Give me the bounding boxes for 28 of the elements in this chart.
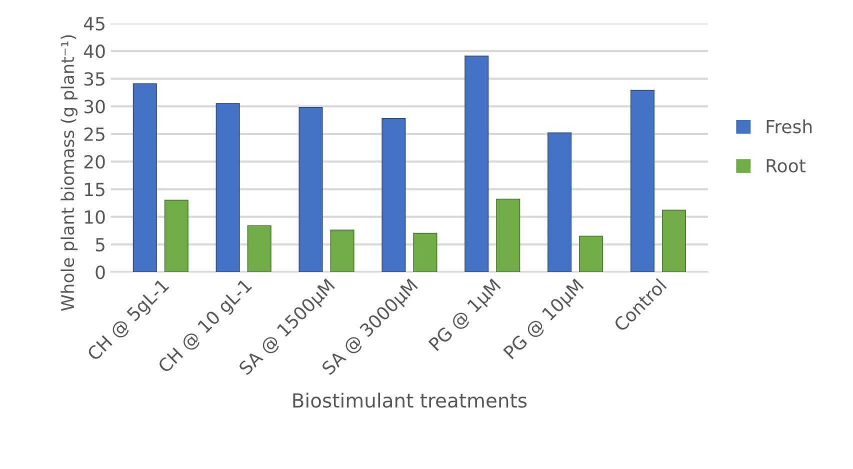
y-tick-label: 35 [84,72,104,86]
bar [298,106,323,272]
y-tick-label: 5 [96,238,104,252]
legend-label: Fresh [766,119,812,134]
bar [132,83,157,272]
y-tick-label: 10 [85,210,105,224]
bar [330,230,354,272]
bar [164,200,188,272]
y-tick-label: 25 [84,127,104,142]
y-tick-label: 30 [84,100,105,114]
bar [382,118,406,272]
bar [579,236,604,272]
legend-label: Root [766,159,806,173]
y-tick-label: 15 [85,182,104,196]
bar [247,225,272,272]
bar [662,210,686,272]
bar [216,103,240,272]
y-tick-label: 45 [84,17,104,31]
y-axis-title: Whole plant biomass (g plant⁻¹) [60,35,78,311]
bar [630,90,655,272]
bar [548,132,572,272]
y-tick-label: 20 [84,155,105,169]
bar [464,56,489,272]
y-tick-label: 0 [96,265,105,280]
bar [496,198,520,272]
x-axis-title: Biostimulant treatments [293,392,527,408]
y-tick-label: 40 [84,44,105,58]
bar [413,232,438,272]
